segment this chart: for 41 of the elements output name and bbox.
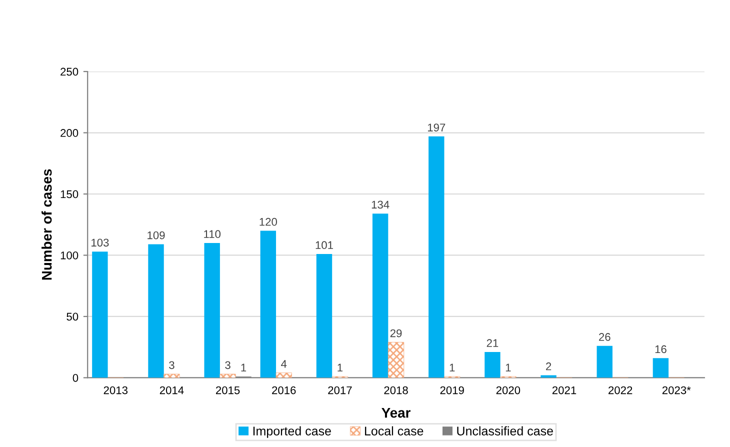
legend-label: Unclassified case (457, 426, 553, 436)
y-tick-label: 100 (60, 252, 78, 260)
data-label: 4 (281, 360, 287, 368)
x-tick-label: 2020 (496, 386, 520, 394)
x-tick-label: 2021 (552, 386, 576, 394)
data-label: 1 (450, 364, 455, 372)
x-tick-label: 2013 (104, 386, 128, 394)
legend-label: Local case (365, 426, 424, 436)
x-tick-label: 2017 (328, 386, 352, 394)
data-label: 1 (506, 364, 511, 372)
data-label: 110 (204, 230, 221, 238)
y-tick-label: 50 (66, 312, 78, 321)
x-tick-label: 2014 (160, 386, 184, 394)
y-tick-label: 200 (60, 129, 78, 137)
data-label: 120 (260, 218, 278, 226)
x-axis-title: Year (382, 408, 410, 418)
x-tick-label: 2015 (216, 386, 240, 394)
data-label: 29 (390, 329, 402, 338)
x-tick-label: 2016 (272, 386, 296, 394)
y-tick-label: 0 (72, 374, 78, 382)
data-label: 2 (546, 362, 552, 370)
data-label: 109 (148, 231, 165, 240)
data-label: 134 (372, 200, 390, 209)
y-tick-label: 150 (60, 190, 78, 198)
data-label: 1 (241, 364, 246, 372)
data-label: 101 (316, 241, 333, 250)
x-tick-label: 2023* (662, 386, 691, 394)
data-label: 26 (599, 333, 610, 341)
data-label: 3 (225, 361, 230, 370)
data-label: 3 (169, 361, 174, 370)
data-label: 1 (338, 364, 342, 372)
legend-label: Imported case (253, 426, 331, 438)
data-label: 16 (655, 345, 666, 354)
x-tick-label: 2022 (608, 386, 632, 394)
x-tick-label: 2019 (440, 386, 464, 394)
x-tick-label: 2018 (384, 386, 408, 394)
y-tick-label: 250 (60, 68, 78, 76)
data-label: 197 (428, 124, 446, 132)
data-label: 103 (92, 238, 109, 247)
y-axis-title: Number of cases (42, 169, 52, 280)
data-label: 21 (486, 339, 498, 347)
